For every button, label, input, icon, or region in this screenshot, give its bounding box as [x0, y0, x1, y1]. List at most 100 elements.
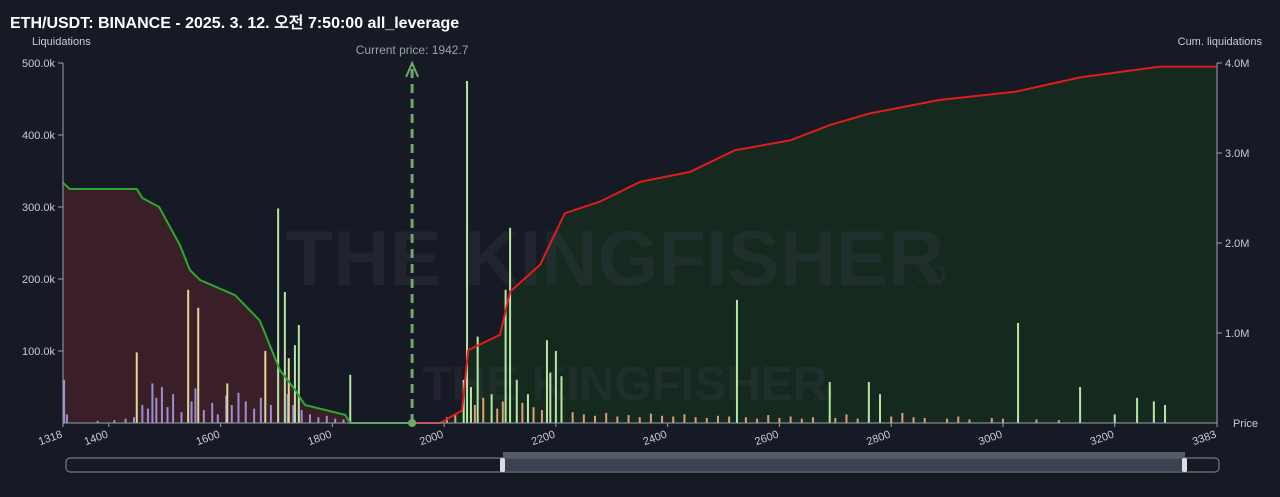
bar: [968, 419, 971, 423]
y-tick-label: 300.0k: [22, 202, 56, 214]
bar: [292, 405, 295, 423]
x-axis-label: Price: [1233, 418, 1258, 430]
bar: [638, 417, 641, 423]
bar: [1057, 420, 1060, 423]
bar: [834, 417, 837, 423]
areas: [63, 66, 1218, 423]
bar: [560, 376, 563, 423]
cumulative-line: [62, 181, 413, 424]
bar: [1017, 322, 1020, 423]
bar: [957, 416, 960, 423]
bar: [879, 394, 882, 423]
bar: [63, 379, 66, 423]
watermark-text: THE KINGFISHER: [422, 358, 827, 411]
bar: [146, 408, 149, 423]
bar: [545, 340, 548, 423]
bar: [190, 401, 193, 423]
bar: [789, 416, 792, 423]
bar: [317, 417, 320, 423]
bar: [469, 387, 472, 423]
bar: [1152, 401, 1155, 423]
bar: [582, 414, 585, 423]
y2-tick-label: 3.0M: [1225, 148, 1249, 160]
bar: [1001, 418, 1004, 423]
bar: [132, 417, 135, 423]
bar: [297, 325, 300, 423]
bar: [811, 417, 814, 423]
bar: [349, 374, 352, 423]
bar: [501, 401, 504, 423]
bar: [728, 416, 731, 423]
bar: [515, 379, 518, 423]
y-tick-label: 400.0k: [22, 130, 56, 142]
bar: [225, 395, 228, 423]
bar: [744, 417, 747, 423]
bar: [1079, 387, 1082, 423]
bar: [800, 418, 803, 423]
bar: [476, 336, 479, 423]
watermark-suffix: .io: [915, 256, 947, 289]
y2-tick-label: 4.0M: [1225, 58, 1249, 70]
bar: [287, 358, 290, 423]
scroll-range: [503, 459, 1185, 471]
bar: [197, 307, 200, 423]
bar: [293, 345, 296, 423]
bar: [901, 412, 904, 423]
bar: [211, 402, 214, 423]
bar: [135, 352, 138, 423]
current-price-arrow: [405, 60, 420, 78]
bar: [124, 418, 127, 423]
bar: [716, 415, 719, 423]
bar: [65, 414, 68, 423]
y-tick-label: 500.0k: [22, 58, 56, 70]
bar: [309, 414, 312, 423]
y-axis-label: Liquidations: [32, 36, 91, 48]
bar: [172, 394, 175, 423]
bar: [946, 418, 949, 423]
watermark-text: THE KINGFISHER: [286, 214, 945, 302]
bar: [845, 414, 848, 423]
bar: [226, 383, 229, 423]
bar: [96, 420, 99, 423]
bar: [672, 416, 675, 423]
bar: [216, 414, 219, 423]
chart-title: ETH/USDT: BINANCE - 2025. 3. 12. 오전 7:50…: [10, 14, 459, 32]
bar: [1164, 405, 1167, 423]
bar: [1113, 414, 1116, 423]
bar: [496, 408, 499, 423]
bar: [244, 401, 247, 423]
bar: [756, 418, 759, 423]
bar: [661, 415, 664, 423]
bar: [767, 415, 770, 423]
scroll-handle-right[interactable]: [1182, 458, 1187, 472]
bar: [526, 394, 529, 423]
bar: [187, 289, 190, 423]
bar: [482, 397, 485, 423]
bar: [180, 412, 183, 423]
scroll-handle-left[interactable]: [500, 458, 505, 472]
bar: [616, 416, 619, 423]
bar: [151, 383, 154, 423]
bar: [269, 405, 272, 423]
bar: [683, 414, 686, 423]
y2-tick-label: 1.0M: [1225, 328, 1249, 340]
bar: [283, 291, 286, 423]
bar: [490, 394, 493, 423]
bar: [473, 405, 476, 423]
bar: [342, 419, 345, 423]
bar: [141, 405, 144, 423]
scroll-grip[interactable]: [503, 452, 1185, 458]
lines: [62, 65, 1217, 424]
bar: [504, 289, 507, 423]
bar: [155, 397, 158, 423]
bar: [890, 416, 893, 423]
bar: [277, 208, 280, 423]
bar: [694, 417, 697, 423]
bar: [454, 414, 457, 423]
scrollbar[interactable]: [65, 452, 1220, 473]
bar: [259, 397, 262, 423]
bar: [166, 407, 169, 423]
bar: [1035, 419, 1038, 423]
bar: [253, 408, 256, 423]
